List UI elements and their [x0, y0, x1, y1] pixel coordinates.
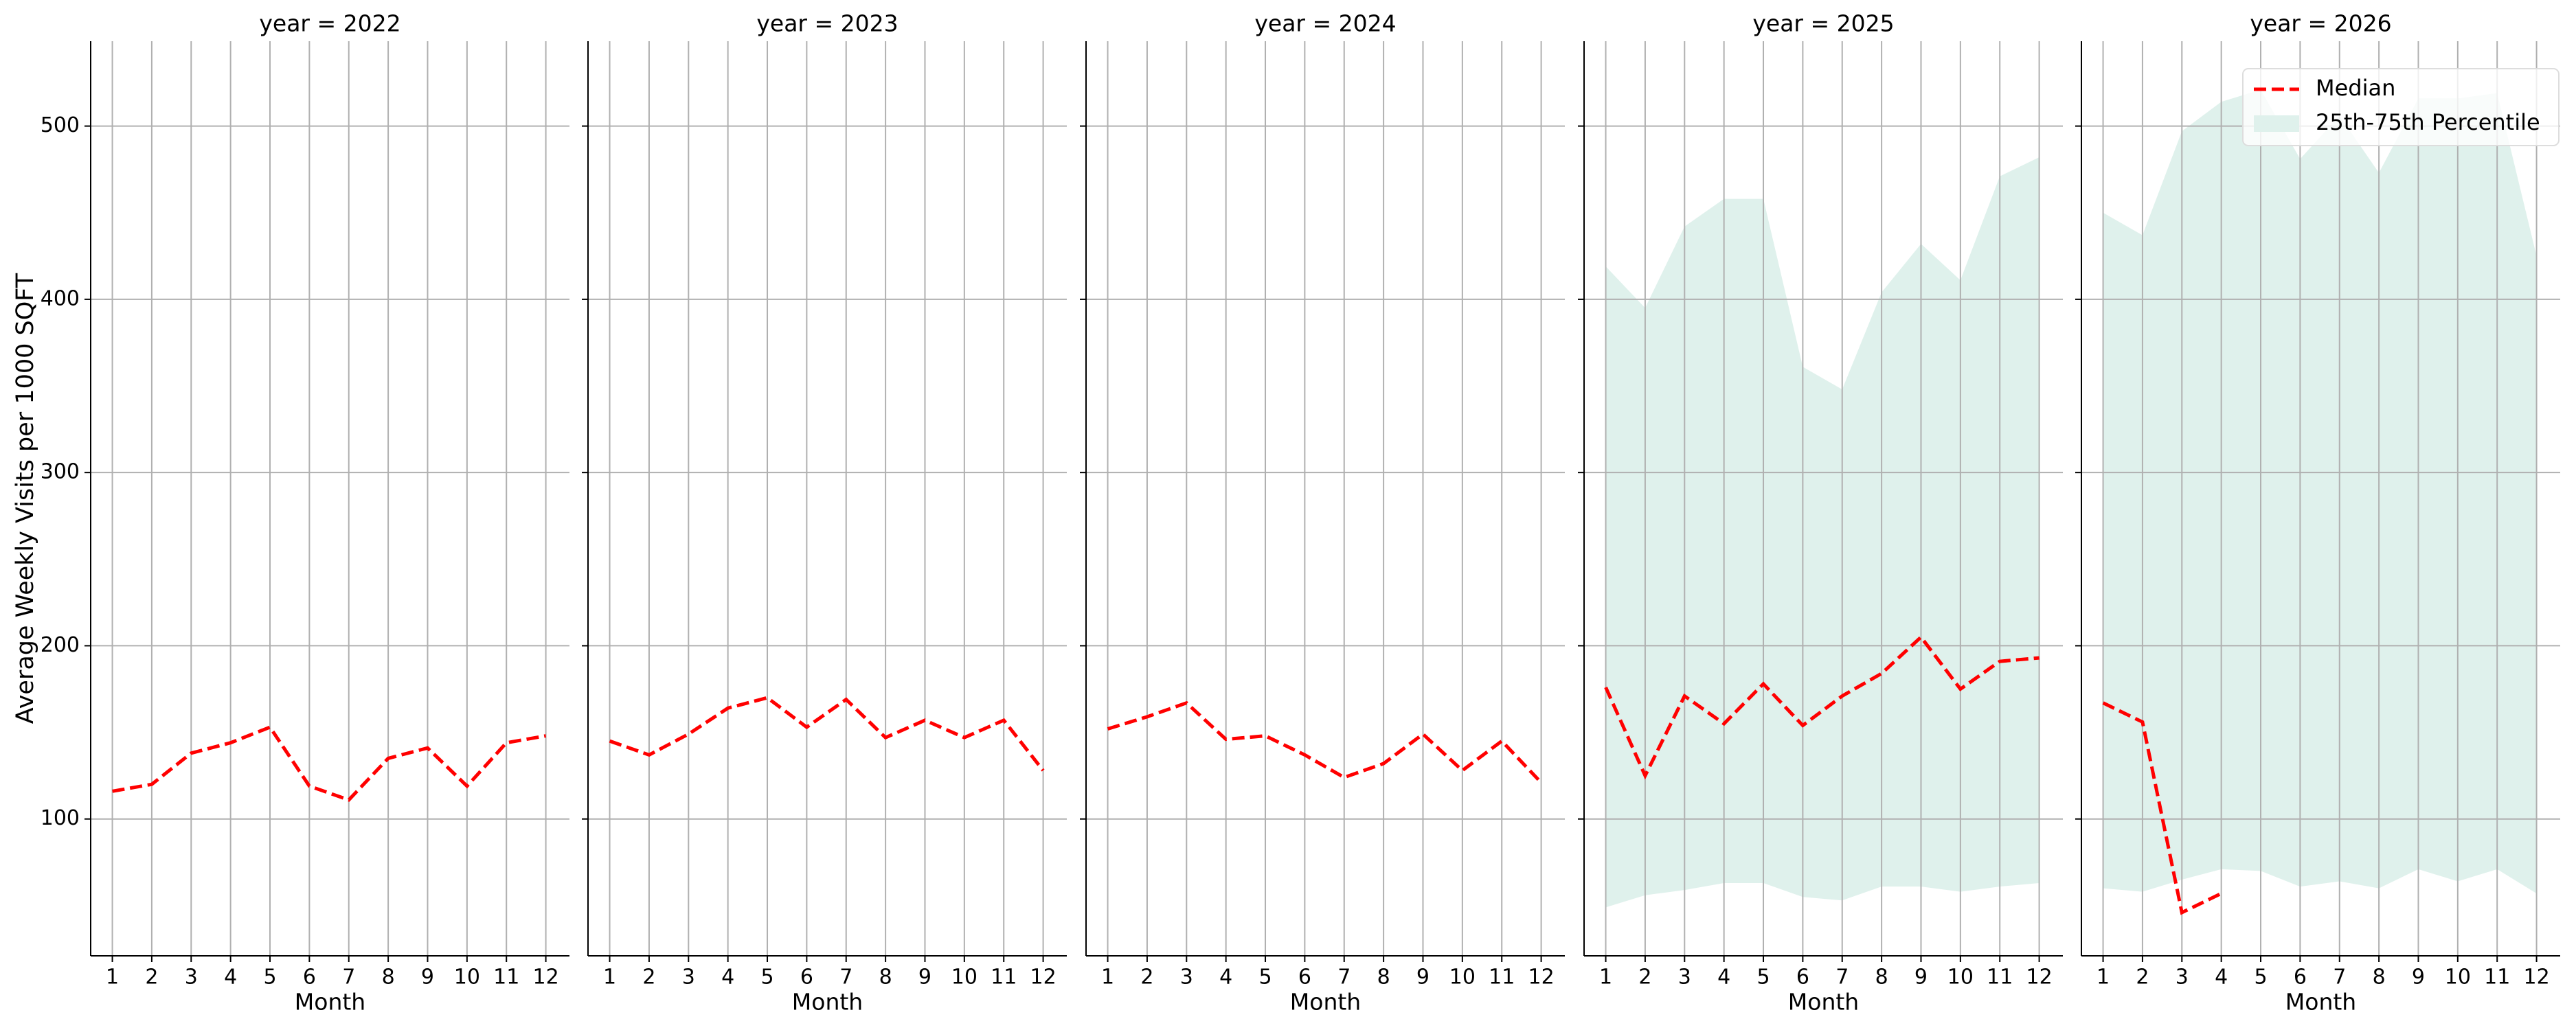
- x-tick-label: 11: [1489, 965, 1515, 989]
- y-tick-label: 100: [41, 806, 80, 830]
- x-tick-label: 12: [1030, 965, 1056, 989]
- x-tick-label: 8: [1377, 965, 1390, 989]
- x-tick-label: 10: [454, 965, 480, 989]
- x-tick-label: 6: [2294, 965, 2307, 989]
- x-tick-label: 12: [2523, 965, 2549, 989]
- x-tick-label: 5: [1756, 965, 1770, 989]
- x-tick-label: 9: [1914, 965, 1928, 989]
- x-tick-label: 4: [1717, 965, 1730, 989]
- x-tick-label: 11: [493, 965, 519, 989]
- x-tick-label: 8: [382, 965, 395, 989]
- x-tick-label: 10: [1449, 965, 1476, 989]
- x-tick-label: 7: [342, 965, 355, 989]
- y-tick-label: 300: [41, 460, 80, 484]
- x-tick-label: 11: [1987, 965, 2013, 989]
- facet-title: year = 2022: [259, 10, 400, 37]
- percentile-band: [1605, 157, 2040, 908]
- x-tick-label: 4: [1219, 965, 1232, 989]
- x-tick-label: 9: [2412, 965, 2425, 989]
- x-tick-label: 10: [2445, 965, 2471, 989]
- percentile-band: [2103, 89, 2537, 894]
- x-tick-label: 2: [2136, 965, 2149, 989]
- x-tick-label: 6: [303, 965, 316, 989]
- x-tick-label: 10: [951, 965, 978, 989]
- x-axis-label: Month: [2285, 989, 2356, 1016]
- x-tick-label: 5: [263, 965, 276, 989]
- x-axis-label: Month: [1290, 989, 1361, 1016]
- x-tick-label: 12: [2026, 965, 2052, 989]
- x-tick-label: 1: [1599, 965, 1612, 989]
- x-tick-label: 2: [1638, 965, 1651, 989]
- y-tick-label: 200: [41, 633, 80, 657]
- median-line: [1107, 700, 1543, 784]
- x-axis-label: Month: [295, 989, 365, 1016]
- y-axis-label: Average Weekly Visits per 1000 SQFT: [12, 273, 39, 724]
- x-tick-label: 12: [532, 965, 558, 989]
- x-tick-label: 11: [991, 965, 1017, 989]
- x-tick-label: 2: [642, 965, 655, 989]
- x-tick-label: 9: [421, 965, 434, 989]
- x-tick-label: 11: [2484, 965, 2510, 989]
- x-tick-label: 7: [839, 965, 852, 989]
- x-tick-label: 8: [879, 965, 892, 989]
- x-tick-label: 6: [800, 965, 813, 989]
- x-tick-label: 6: [1796, 965, 1809, 989]
- x-tick-label: 8: [1875, 965, 1888, 989]
- facet-title: year = 2025: [1752, 10, 1894, 37]
- median-line: [2102, 701, 2222, 915]
- legend: Median 25th-75th Percentile: [2242, 68, 2560, 146]
- x-tick-label: 6: [1298, 965, 1311, 989]
- x-tick-label: 1: [603, 965, 616, 989]
- median-line: [609, 696, 1045, 772]
- x-tick-label: 1: [1101, 965, 1114, 989]
- x-tick-label: 10: [1947, 965, 1974, 989]
- facet-title: year = 2026: [2250, 10, 2391, 37]
- x-tick-label: 3: [185, 965, 198, 989]
- x-tick-label: 4: [224, 965, 237, 989]
- x-tick-label: 12: [1528, 965, 1554, 989]
- legend-box: [2242, 68, 2560, 146]
- x-tick-label: 2: [1140, 965, 1153, 989]
- x-axis-label: Month: [1788, 989, 1859, 1016]
- facet-title: year = 2023: [756, 10, 898, 37]
- x-tick-label: 8: [2373, 965, 2386, 989]
- legend-swatch: [2254, 115, 2299, 132]
- legend-label: 25th-75th Percentile: [2316, 109, 2540, 135]
- x-tick-label: 4: [721, 965, 734, 989]
- x-tick-label: 4: [2215, 965, 2228, 989]
- x-tick-label: 2: [145, 965, 158, 989]
- x-tick-label: 3: [1180, 965, 1193, 989]
- x-tick-label: 5: [1258, 965, 1272, 989]
- x-tick-label: 7: [1835, 965, 1849, 989]
- x-tick-label: 9: [1416, 965, 1430, 989]
- x-tick-label: 1: [106, 965, 119, 989]
- x-tick-label: 7: [1337, 965, 1351, 989]
- x-axis-label: Month: [792, 989, 863, 1016]
- x-tick-label: 3: [1678, 965, 1691, 989]
- x-tick-label: 3: [2176, 965, 2189, 989]
- y-tick-label: 500: [41, 113, 80, 137]
- median-line: [112, 724, 547, 802]
- y-tick-label: 400: [41, 286, 80, 310]
- x-tick-label: 5: [760, 965, 773, 989]
- x-tick-label: 3: [682, 965, 695, 989]
- x-tick-label: 5: [2254, 965, 2267, 989]
- x-tick-label: 1: [2097, 965, 2110, 989]
- legend-label: Median: [2316, 75, 2395, 101]
- x-tick-label: 9: [918, 965, 931, 989]
- median-line: [1604, 634, 2040, 780]
- facet-title: year = 2024: [1254, 10, 1396, 37]
- x-tick-label: 7: [2333, 965, 2346, 989]
